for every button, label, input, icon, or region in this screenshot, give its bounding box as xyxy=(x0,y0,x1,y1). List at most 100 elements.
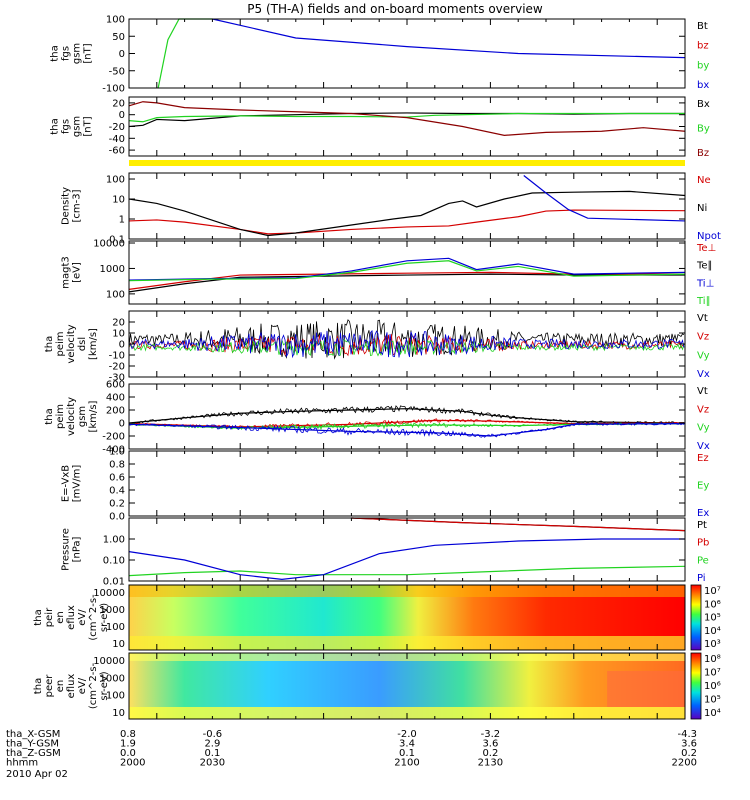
y-axis-label-line: [nT] xyxy=(83,116,94,136)
y-axis-label-line: [mV/m] xyxy=(72,465,83,503)
series-noise xyxy=(129,422,685,438)
y-tick-label: 1.0 xyxy=(109,447,125,458)
legend-entry: Ex xyxy=(697,508,709,519)
y-axis-label-line: eflux xyxy=(66,674,77,699)
panel-frame xyxy=(128,96,686,157)
y-tick-label: 1.00 xyxy=(103,535,125,546)
y-tick-label: 100 xyxy=(106,691,125,702)
legend-entry: Vx xyxy=(697,369,710,380)
flag-bar xyxy=(129,160,685,166)
legend-entry: Npot xyxy=(697,231,721,242)
legend-entry: Vy xyxy=(697,350,710,361)
legend-entry: Bt xyxy=(697,21,708,32)
y-axis-label: thapeimvelocitygsm[km/s] xyxy=(44,397,99,436)
y-tick-label: 100 xyxy=(106,622,125,633)
heatmap-hot-region xyxy=(607,671,685,707)
y-axis-label-line: eflux xyxy=(66,605,77,630)
y-tick-label: 0 xyxy=(119,110,125,121)
footer-value: 0.8 xyxy=(120,729,136,740)
footer-value: 0.1 xyxy=(204,748,220,759)
y-tick-label: -60 xyxy=(109,146,125,157)
series-noise xyxy=(128,338,685,357)
y-axis-label-line: tha xyxy=(33,609,44,625)
panel-frame xyxy=(128,450,686,517)
y-tick-label: 0.6 xyxy=(109,473,125,484)
y-axis-label-line: velocity xyxy=(66,324,77,363)
footer-row-label: hhmm xyxy=(6,758,38,769)
legend-entry: Pe xyxy=(697,555,709,566)
y-axis-label: thapeerenefluxeV/(cm^2-s-sr-eV) xyxy=(33,662,110,709)
y-tick-label: 10 xyxy=(112,195,125,206)
y-tick-label: 0.4 xyxy=(109,486,125,497)
footer-value: 2100 xyxy=(394,758,419,769)
legend-entry: Ti∥ xyxy=(696,296,711,307)
y-tick-label: 1000 xyxy=(100,264,125,275)
footer-value: 3.6 xyxy=(681,739,697,750)
y-axis-label-line: en xyxy=(55,680,66,693)
y-axis-label-line: tha xyxy=(44,408,55,424)
legend-entry: Vy xyxy=(697,423,710,434)
y-tick-label: 0.2 xyxy=(109,499,125,510)
series-line xyxy=(128,260,686,282)
legend-entry: Ni xyxy=(697,203,707,214)
series-line xyxy=(128,273,685,293)
y-axis-label: thapeirenefluxeV/(cm^2-s-sr-eV) xyxy=(33,594,110,641)
y-tick-label: 0.10 xyxy=(103,556,125,567)
y-axis-label-line: velocity xyxy=(66,397,77,436)
legend-entry: Vz xyxy=(697,404,709,415)
series-noise xyxy=(128,405,685,425)
legend-entry: Te∥ xyxy=(696,261,713,272)
legend-entry: Vt xyxy=(697,386,708,397)
colorbar-tick-label: 10⁶ xyxy=(704,599,721,610)
y-tick-label: 600 xyxy=(106,380,125,391)
y-axis-label-line: peir xyxy=(44,607,55,627)
series-line xyxy=(212,18,686,59)
legend-entry: Vz xyxy=(697,332,709,343)
colorbar xyxy=(690,652,702,720)
panel-p10: 10⁸10⁷10⁶10⁵10⁴10000100010010thapeerenef… xyxy=(33,652,721,720)
y-axis-label-line: gsm xyxy=(72,43,83,64)
y-axis-label-line: Density xyxy=(61,187,72,225)
y-axis-label-line: Pressure xyxy=(61,528,72,571)
panel-frame xyxy=(128,240,686,305)
series-line xyxy=(128,257,686,281)
y-tick-label: 10 xyxy=(112,329,125,340)
footer-value: 2200 xyxy=(672,758,697,769)
footer-value: -3.2 xyxy=(481,729,501,740)
footer-value: 3.6 xyxy=(482,739,498,750)
legend-entry: Pb xyxy=(697,538,709,549)
y-tick-label: 0 xyxy=(119,340,125,351)
y-axis-label-line: peim xyxy=(55,404,66,429)
y-axis-label: Density[cm-3] xyxy=(61,187,83,225)
series-line xyxy=(128,209,686,235)
y-axis-label-line: (cm^2-s- xyxy=(88,662,99,709)
y-tick-label: -20 xyxy=(109,122,125,133)
legend-entry: Bx xyxy=(697,99,710,110)
footer-value: 1.9 xyxy=(120,739,136,750)
panel-p1: 100 50 0 -50 -100 Bt bz by bx thafgsgsm[nT] xyxy=(50,15,710,95)
footer-value: 2000 xyxy=(120,758,145,769)
series-line xyxy=(128,565,686,577)
series-line xyxy=(128,423,686,437)
y-axis-label-line: fgs xyxy=(61,46,72,61)
legend-entry: Vt xyxy=(697,313,708,324)
footer-row-label: tha_X-GSM xyxy=(6,729,60,740)
y-tick-label: 400 xyxy=(106,393,125,404)
y-axis-label-line: dsl xyxy=(77,337,88,351)
y-axis-label: thafgsgsm[nT] xyxy=(50,43,94,64)
y-tick-label: 100 xyxy=(106,175,125,186)
y-axis-label: E=-VxB[mV/m] xyxy=(61,465,83,503)
y-tick-label: 1 xyxy=(119,215,125,226)
y-tick-label: 0 xyxy=(119,49,125,60)
legend-entry: Ti⊥ xyxy=(696,278,714,289)
colorbar-tick-label: 10⁷ xyxy=(704,668,721,679)
footer-row-label: tha_Z-GSM xyxy=(6,748,61,759)
footer-row-label: tha_Y-GSM xyxy=(6,739,59,750)
y-axis-label-line: eV/ xyxy=(77,609,88,626)
y-axis-label: thapeimvelocitydsl[km/s] xyxy=(44,324,99,363)
y-axis-label-line: peer xyxy=(44,674,55,698)
colorbar-tick-label: 10⁴ xyxy=(704,626,721,637)
y-tick-label: 1000 xyxy=(100,673,125,684)
y-axis-label: Pressure[nPa] xyxy=(61,528,83,571)
